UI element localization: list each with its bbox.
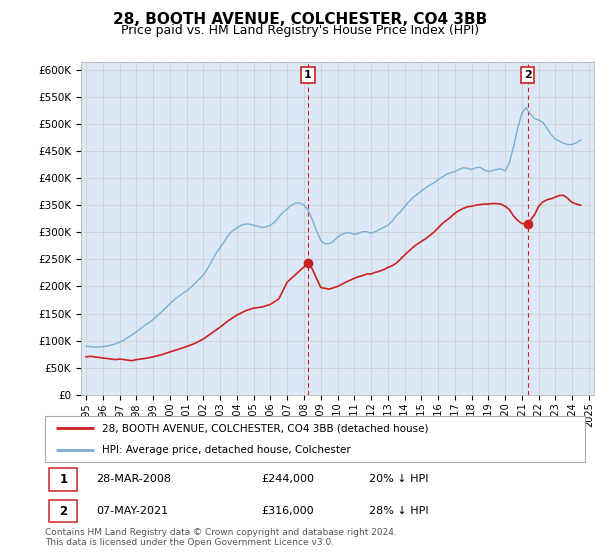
Bar xyxy=(49,500,77,522)
Text: Price paid vs. HM Land Registry's House Price Index (HPI): Price paid vs. HM Land Registry's House … xyxy=(121,24,479,37)
Text: Contains HM Land Registry data © Crown copyright and database right 2024.
This d: Contains HM Land Registry data © Crown c… xyxy=(45,528,397,547)
Text: 28, BOOTH AVENUE, COLCHESTER, CO4 3BB: 28, BOOTH AVENUE, COLCHESTER, CO4 3BB xyxy=(113,12,487,27)
Text: 1: 1 xyxy=(304,70,312,80)
Text: 2: 2 xyxy=(524,70,532,80)
Bar xyxy=(49,468,77,491)
Text: £316,000: £316,000 xyxy=(261,506,314,516)
Text: 2: 2 xyxy=(59,505,67,517)
Text: 1: 1 xyxy=(59,473,67,486)
Text: 28, BOOTH AVENUE, COLCHESTER, CO4 3BB (detached house): 28, BOOTH AVENUE, COLCHESTER, CO4 3BB (d… xyxy=(101,423,428,433)
Text: 28-MAR-2008: 28-MAR-2008 xyxy=(96,474,172,484)
Text: £244,000: £244,000 xyxy=(261,474,314,484)
Text: 20% ↓ HPI: 20% ↓ HPI xyxy=(369,474,428,484)
Text: 28% ↓ HPI: 28% ↓ HPI xyxy=(369,506,428,516)
Text: 07-MAY-2021: 07-MAY-2021 xyxy=(96,506,169,516)
Text: HPI: Average price, detached house, Colchester: HPI: Average price, detached house, Colc… xyxy=(101,445,350,455)
